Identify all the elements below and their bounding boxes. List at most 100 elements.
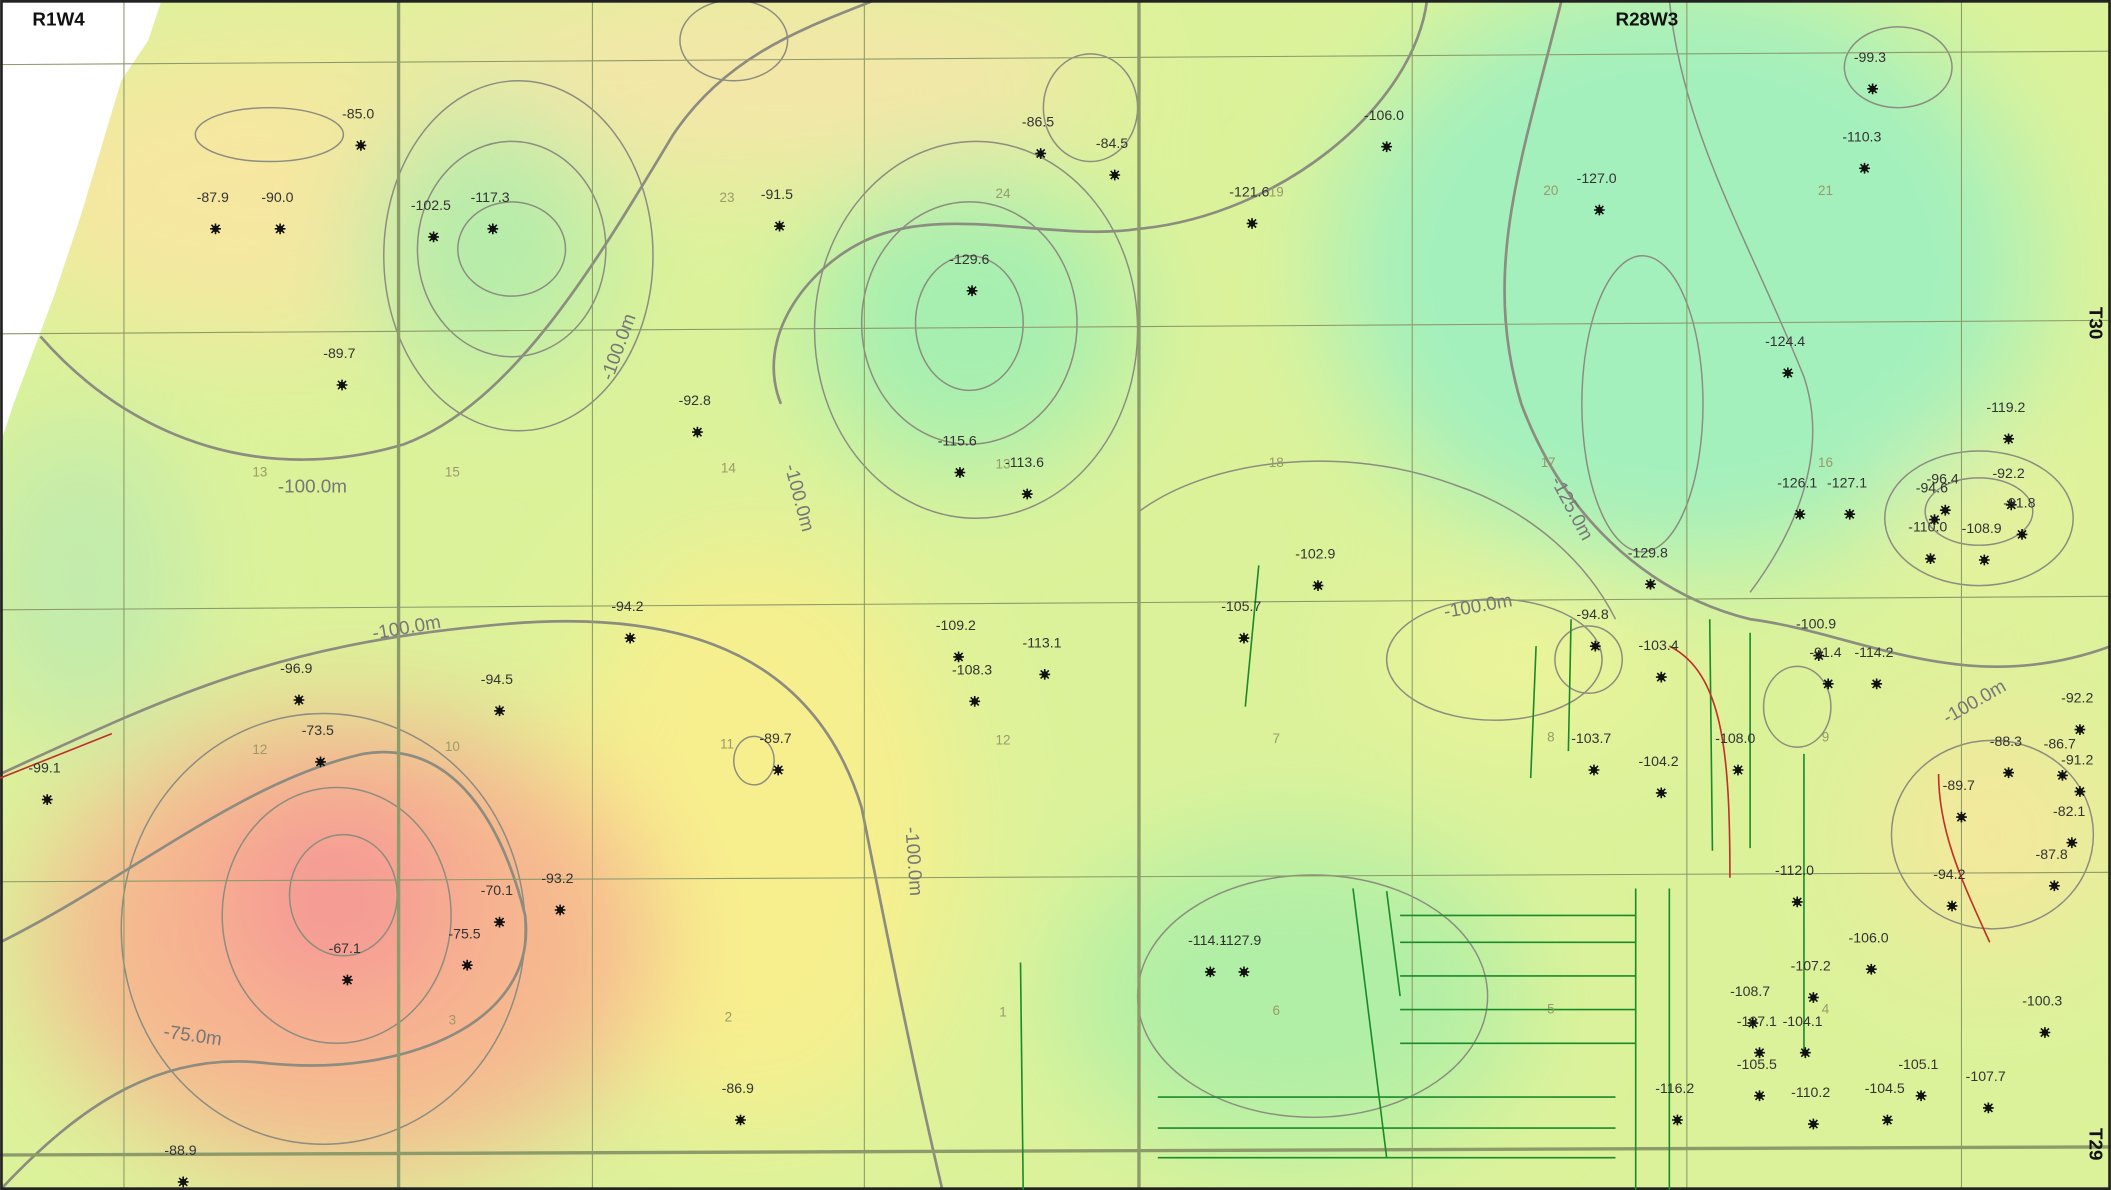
well-value: -121.6 — [1229, 184, 1269, 200]
well-dot — [1590, 766, 1598, 774]
well-symbol — [1655, 787, 1667, 799]
well-dot — [1647, 581, 1654, 588]
well-value: -87.8 — [2036, 846, 2068, 862]
well-value: -112.0 — [1775, 862, 1814, 878]
well-symbol — [461, 959, 473, 971]
well-value: -114.2 — [1854, 644, 1893, 660]
well-dot — [179, 1178, 187, 1186]
well-dot — [338, 381, 346, 389]
well-value: -75.5 — [448, 925, 480, 941]
well-symbol — [1672, 1114, 1683, 1126]
well-symbol — [1593, 204, 1605, 216]
well-symbol — [1865, 963, 1877, 975]
well-dot — [1248, 220, 1256, 227]
section-number: 14 — [721, 461, 736, 476]
well-value: -91.4 — [1809, 644, 1841, 660]
well-value: -104.1 — [1783, 1013, 1823, 1029]
well-value: -119.2 — [1986, 399, 2025, 415]
well-symbol — [1588, 764, 1600, 776]
well-symbol — [1021, 488, 1033, 500]
section-number: 13 — [996, 456, 1011, 471]
well-dot — [1240, 634, 1248, 642]
section-number: 5 — [1547, 1002, 1554, 1017]
well-dot — [1240, 968, 1248, 976]
well-symbol — [1246, 218, 1258, 229]
well-dot — [2041, 1029, 2049, 1036]
well-symbol — [1109, 169, 1121, 181]
well-value: -106.0 — [1364, 107, 1404, 123]
section-number: 19 — [1269, 185, 1284, 200]
well-value: -126.1 — [1777, 474, 1817, 490]
well-value: -94.5 — [481, 671, 513, 687]
section-number: 24 — [996, 186, 1011, 201]
section-number: 15 — [445, 465, 460, 480]
well-dot — [956, 469, 964, 476]
well-dot — [1815, 652, 1822, 659]
well-value: -124.4 — [1765, 333, 1805, 349]
section-number: 16 — [1818, 455, 1833, 470]
well-symbol — [428, 231, 439, 243]
well-symbol — [1882, 1114, 1893, 1126]
well-symbol — [1747, 1017, 1759, 1029]
well-symbol — [1983, 1102, 1994, 1114]
well-symbol — [315, 756, 326, 768]
well-dot — [2008, 501, 2015, 509]
well-symbol — [2003, 767, 2014, 779]
well-symbol — [554, 904, 566, 916]
well-dot — [2005, 435, 2012, 443]
well-value: -110.0 — [1908, 519, 1947, 535]
well-symbol — [1808, 992, 1819, 1003]
well-value: -107.7 — [1966, 1068, 2006, 1084]
well-dot — [556, 906, 564, 914]
well-symbol — [487, 223, 499, 235]
well-dot — [44, 796, 51, 803]
well-dot — [1314, 582, 1322, 589]
well-symbol — [1782, 367, 1794, 379]
section-number: 6 — [1273, 1003, 1280, 1018]
well-value: -91.8 — [2003, 495, 2035, 511]
well-dot — [694, 428, 701, 436]
well-value: -102.9 — [1295, 546, 1335, 562]
well-dot — [2059, 772, 2066, 779]
well-dot — [464, 961, 471, 969]
well-dot — [776, 222, 783, 230]
well-symbol — [1381, 141, 1393, 153]
well-symbol — [177, 1176, 189, 1188]
well-symbol — [494, 705, 505, 717]
well-value: -127.0 — [1577, 170, 1617, 186]
well-value: -104.5 — [1865, 1080, 1905, 1096]
well-value: -92.8 — [679, 392, 711, 408]
well-symbol — [1859, 162, 1870, 174]
well-symbol — [1791, 896, 1803, 908]
well-dot — [1958, 813, 1965, 821]
well-value: -73.5 — [302, 722, 334, 738]
well-symbol — [2003, 433, 2014, 445]
well-value: -84.5 — [1096, 135, 1128, 151]
contour-label: -100.0m — [278, 475, 347, 496]
well-value: -89.7 — [323, 345, 355, 361]
well-dot — [1207, 968, 1214, 976]
well-value: -96.9 — [280, 660, 312, 676]
well-dot — [489, 225, 497, 233]
well-symbol — [969, 695, 981, 707]
well-value: -108.7 — [1730, 983, 1770, 999]
well-value: -113.6 — [1005, 454, 1044, 470]
well-symbol — [1655, 671, 1667, 683]
well-dot — [295, 696, 303, 704]
well-dot — [2005, 769, 2012, 776]
well-value: -85.0 — [342, 105, 374, 121]
well-symbol — [624, 632, 636, 644]
well-value: -103.4 — [1639, 637, 1679, 653]
range-label: R28W3 — [1616, 9, 1679, 30]
well-dot — [968, 287, 976, 294]
well-symbol — [1867, 83, 1879, 95]
well-dot — [1041, 671, 1048, 678]
well-dot — [1796, 511, 1804, 518]
well-dot — [1756, 1092, 1763, 1099]
well-value: -114.1 — [1188, 932, 1227, 948]
well-dot — [1383, 143, 1390, 150]
well-dot — [212, 225, 219, 233]
well-value: -108.3 — [952, 661, 992, 677]
